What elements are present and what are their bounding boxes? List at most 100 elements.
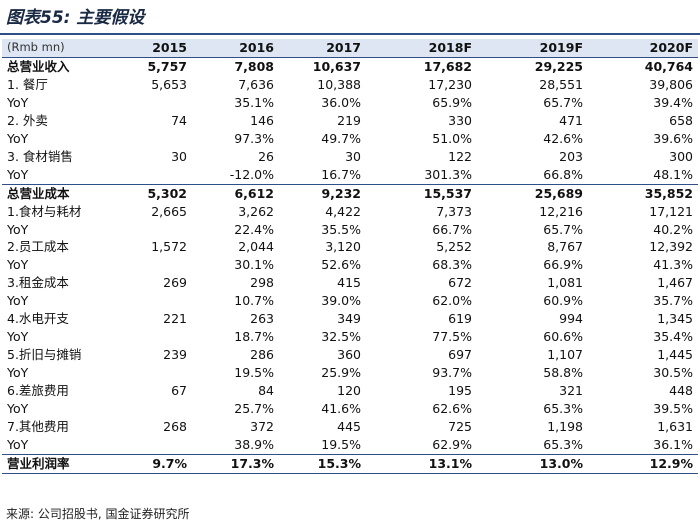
table-row: 3.租金成本 269 298 415 672 1,081 1,467 (2, 274, 698, 292)
table-cell: 6,612 (192, 183, 279, 203)
table-cell: 25,689 (477, 183, 588, 203)
table-cell: 36.0% (321, 94, 361, 110)
table-cell: 38.9% (234, 436, 274, 452)
table-cell: 1,107 (547, 347, 583, 363)
row-label: 6.差旅费用 (7, 383, 69, 399)
row-label: YoY (7, 94, 29, 110)
table-cell: 9.7% (132, 453, 192, 474)
table-cell: 62.9% (432, 436, 472, 452)
row-label: 5.折旧与摊销 (7, 347, 82, 363)
table-body: 总营业收入 5,757 7,808 10,637 17,682 29,225 40,764 1… (2, 56, 698, 474)
table-cell: 52.6% (321, 257, 361, 273)
table-cell: 10,388 (317, 76, 361, 92)
table-cell: 25.9% (321, 365, 361, 381)
table-row: YoY 22.4% 35.5% 66.7% 65.7% 40.2% (2, 221, 698, 239)
assumptions-table: (Rmb mn) 2015 2016 2017 2018F 2019F 2020… (2, 39, 698, 474)
table-cell: 68.3% (432, 257, 472, 273)
table-cell: 7,808 (192, 56, 279, 76)
table-cell: 1,631 (657, 419, 693, 435)
table-cell: 658 (669, 112, 693, 128)
table-cell (132, 364, 192, 382)
table-cell: 269 (163, 275, 187, 291)
table-cell: 7,636 (238, 76, 274, 92)
table-cell: 697 (448, 347, 472, 363)
table-cell: 17,121 (649, 203, 693, 219)
table-cell: 62.6% (432, 401, 472, 417)
table-cell: 41.6% (321, 401, 361, 417)
table-cell: 15,537 (366, 183, 477, 203)
table-cell: 994 (559, 311, 583, 327)
table-cell: 19.5% (234, 365, 274, 381)
table-cell: 22.4% (234, 221, 274, 237)
table-cell: 301.3% (424, 166, 472, 182)
table-cell: 66.9% (543, 257, 583, 273)
table-cell (132, 94, 192, 112)
table-cell: 60.6% (543, 329, 583, 345)
year-header: 2016 (239, 40, 274, 55)
table-cell: 39.4% (653, 94, 693, 110)
table-row: 1.食材与耗材 2,665 3,262 4,422 7,373 12,216 17,121 (2, 203, 698, 221)
row-label: 1. 餐厅 (7, 76, 48, 92)
table-row: 3. 食材销售 30 26 30 122 203 300 (2, 148, 698, 166)
table-cell: 1,445 (657, 347, 693, 363)
table-cell: 17,682 (366, 56, 477, 76)
table-cell (132, 436, 192, 454)
table-cell (132, 400, 192, 418)
year-header: 2018F (428, 40, 472, 55)
row-label: YoY (7, 365, 29, 381)
table-cell: 12,216 (539, 203, 583, 219)
table-cell: 4,422 (325, 203, 361, 219)
table-cell: 35.5% (321, 221, 361, 237)
table-cell: 7,373 (436, 203, 472, 219)
table-cell: 18.7% (234, 329, 274, 345)
table-cell: 84 (258, 383, 274, 399)
table-cell: 445 (337, 419, 361, 435)
table-cell: 146 (250, 112, 274, 128)
table-cell: 1,345 (657, 311, 693, 327)
table-cell: 120 (337, 383, 361, 399)
table-cell: 12.9% (588, 453, 698, 474)
table-row: 2.员工成本 1,572 2,044 3,120 5,252 8,767 12,392 (2, 238, 698, 256)
table-cell: 300 (669, 148, 693, 164)
table-cell: 30 (345, 148, 361, 164)
table-cell: 195 (448, 383, 472, 399)
table-cell: 30 (171, 148, 187, 164)
table-cell: 16.7% (321, 166, 361, 182)
table-cell: 66.8% (543, 166, 583, 182)
table-cell: 12,392 (649, 239, 693, 255)
table-cell: 360 (337, 347, 361, 363)
table-cell: 30.1% (234, 257, 274, 273)
table-cell (132, 130, 192, 148)
row-label: 3.租金成本 (7, 275, 69, 291)
table-row: 营业利润率 9.7% 17.3% 15.3% 13.1% 13.0% 12.9% (2, 453, 698, 474)
table-cell: 74 (171, 112, 187, 128)
row-label: YoY (7, 329, 29, 345)
table-cell (132, 221, 192, 239)
table-cell: 58.8% (543, 365, 583, 381)
row-label: YoY (7, 166, 29, 182)
table-cell: 330 (448, 112, 472, 128)
table-cell: 25.7% (234, 401, 274, 417)
table-row: 6.差旅费用 67 84 120 195 321 448 (2, 382, 698, 400)
table-cell: 17,230 (428, 76, 472, 92)
table-cell: 2,044 (238, 239, 274, 255)
table-cell: 39,806 (649, 76, 693, 92)
table-cell: 30.5% (653, 365, 693, 381)
table-cell: 28,551 (539, 76, 583, 92)
table-cell: 415 (337, 275, 361, 291)
table-cell: 10,637 (279, 56, 366, 76)
table-cell (132, 292, 192, 310)
table-cell: 35.4% (653, 329, 693, 345)
row-label: YoY (7, 257, 29, 273)
table-cell: 29,225 (477, 56, 588, 76)
table-cell: 372 (250, 419, 274, 435)
table-cell: 42.6% (543, 130, 583, 146)
table-cell: 203 (559, 148, 583, 164)
table-cell: 1,572 (151, 239, 187, 255)
table-cell: 39.6% (653, 130, 693, 146)
figure-title: 图表55: 主要假设 (6, 8, 145, 28)
title-divider (0, 33, 700, 35)
table-cell: 3,120 (325, 239, 361, 255)
year-header: 2019F (539, 40, 583, 55)
table-cell: -12.0% (229, 166, 274, 182)
